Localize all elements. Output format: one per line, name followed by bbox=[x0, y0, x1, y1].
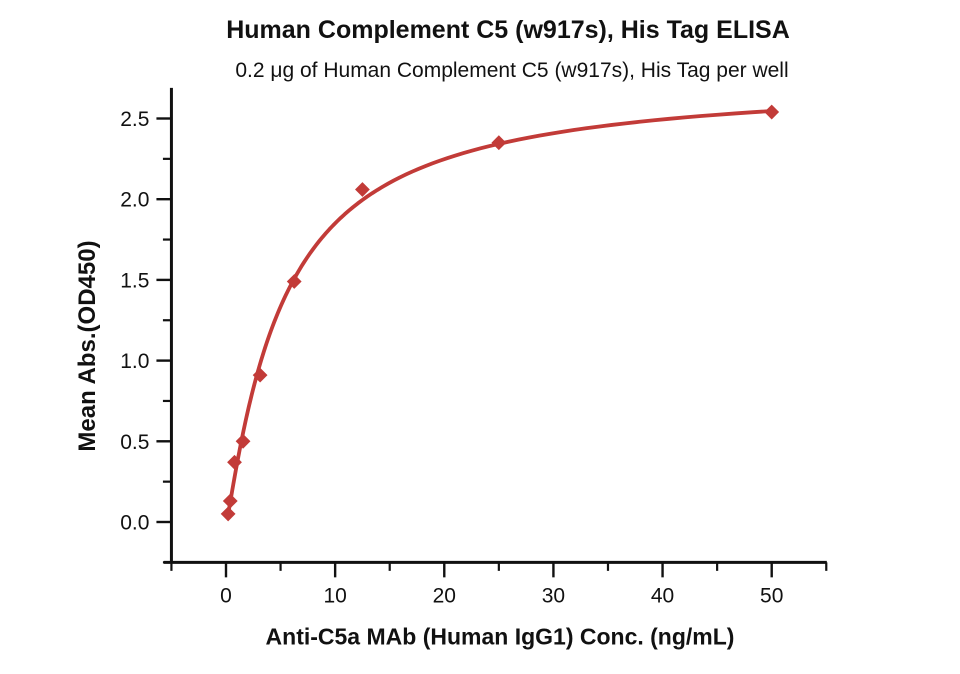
y-tick-label: 2.5 bbox=[120, 108, 149, 131]
fit-curve bbox=[226, 109, 774, 517]
data-point-marker bbox=[220, 506, 236, 522]
data-point-marker bbox=[286, 274, 302, 289]
data-point-marker bbox=[491, 135, 507, 151]
y-tick-label: 1.5 bbox=[120, 269, 149, 292]
y-tick-label: 2.0 bbox=[120, 189, 149, 212]
y-tick-label: 0.5 bbox=[120, 431, 149, 454]
y-tick-label: 1.0 bbox=[120, 350, 149, 373]
data-point-marker bbox=[222, 493, 238, 509]
x-tick-label: 0 bbox=[220, 584, 232, 607]
x-tick-label: 20 bbox=[433, 584, 456, 607]
data-point-marker bbox=[764, 104, 780, 120]
x-tick-label: 10 bbox=[323, 584, 346, 607]
data-point-marker bbox=[355, 182, 370, 197]
x-tick-label: 50 bbox=[760, 584, 783, 607]
data-point-marker bbox=[227, 454, 242, 470]
chart-subtitle: 0.2 μg of Human Complement C5 (w917s), H… bbox=[235, 59, 789, 82]
x-tick-label: 30 bbox=[542, 584, 565, 607]
x-axis-title: Anti-C5a MAb (Human IgG1) Conc. (ng/mL) bbox=[265, 623, 735, 650]
y-tick-label: 0.0 bbox=[120, 512, 149, 535]
data-point-marker bbox=[235, 433, 251, 449]
chart-title: Human Complement C5 (w917s), His Tag ELI… bbox=[226, 16, 790, 44]
x-tick-label: 40 bbox=[651, 584, 674, 607]
data-point-marker bbox=[252, 367, 268, 383]
